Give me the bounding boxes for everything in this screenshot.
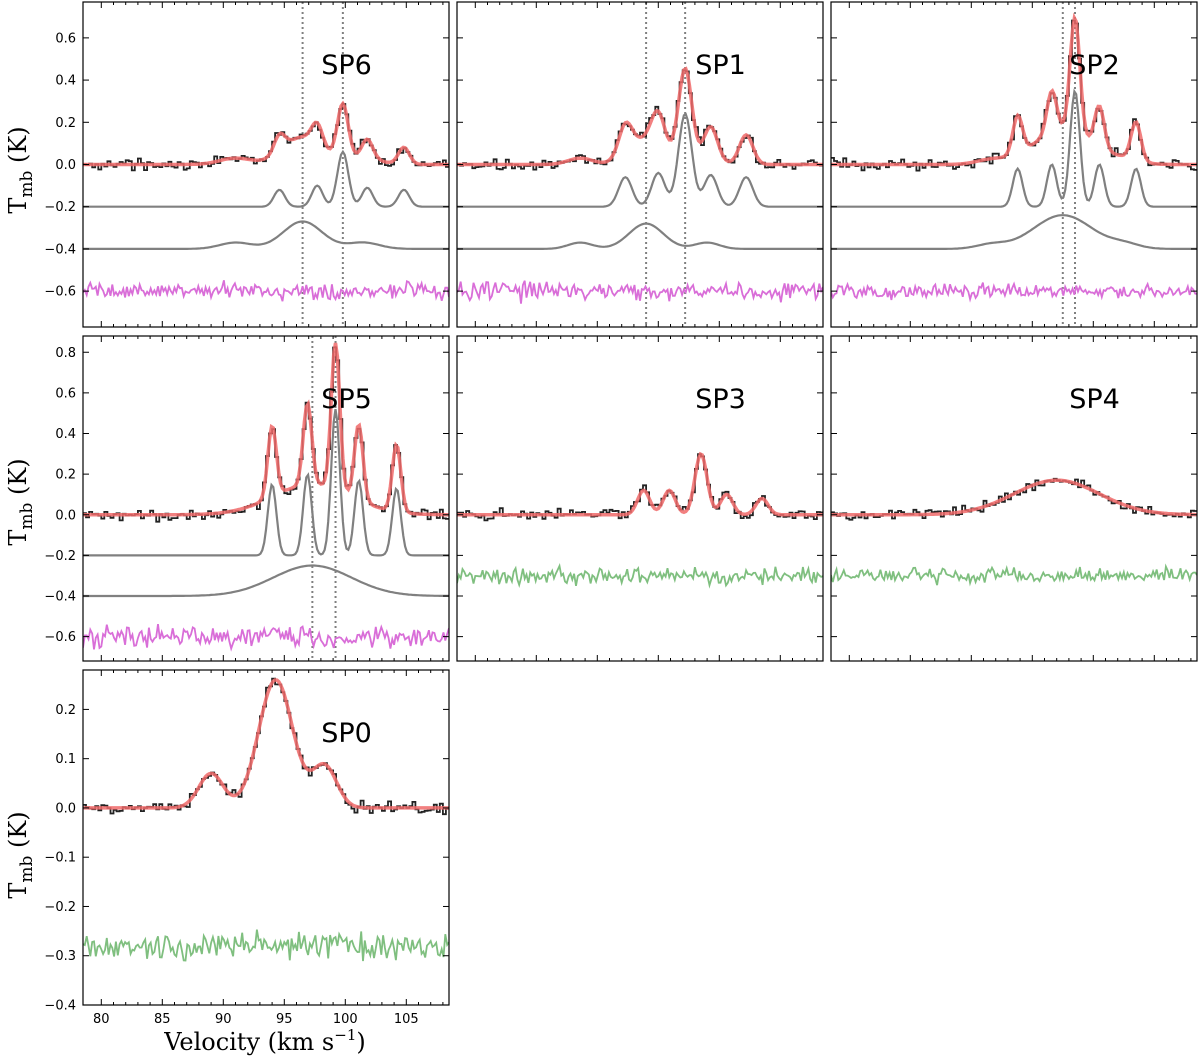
- residual-curve: [457, 562, 823, 589]
- observed-spectrum: [831, 477, 1197, 521]
- x-tick-label: 95: [276, 1012, 293, 1027]
- y-tick-label: 0.6: [55, 31, 76, 46]
- plot-area: [457, 451, 823, 589]
- fit-curve: [831, 12, 1197, 167]
- panel-frame: [82, 335, 450, 662]
- panel-sp1: SP1: [456, 1, 824, 328]
- residual-curve: [83, 623, 449, 652]
- component-curve: [457, 222, 823, 250]
- panel-label: SP2: [1069, 50, 1120, 81]
- component-curve: [83, 564, 449, 598]
- y-tick-label: −0.4: [44, 999, 76, 1014]
- panel-label: SP3: [695, 384, 746, 415]
- residual-curve: [457, 280, 823, 304]
- y-tick-label: 0.0: [55, 801, 76, 816]
- y-tick-label: −0.4: [44, 242, 76, 257]
- y-tick-label: 0.4: [55, 74, 76, 89]
- x-tick-label: 80: [93, 1012, 110, 1027]
- plot-area: [831, 2, 1197, 327]
- panel-frame: [830, 335, 1198, 662]
- y-tick-label: 0.8: [55, 346, 76, 361]
- y-tick-label: −0.2: [44, 549, 76, 564]
- x-tick-label: 105: [394, 1012, 419, 1027]
- y-tick-label: −0.1: [44, 851, 76, 866]
- fit-curve: [83, 678, 449, 810]
- plot-area: [83, 677, 449, 962]
- panel-sp2: SP2: [830, 1, 1198, 328]
- observed-spectrum: [457, 453, 823, 522]
- residual-curve: [83, 929, 449, 962]
- component-curve: [83, 220, 449, 250]
- plot-area: [83, 336, 449, 661]
- component-curve: [457, 112, 823, 208]
- panel-label: SP0: [321, 718, 372, 749]
- x-tick-label: 100: [333, 1012, 358, 1027]
- y-axis-title-top: Tmb (K): [4, 126, 37, 213]
- panel-label: SP5: [321, 384, 372, 415]
- y-tick-label: 0.4: [55, 427, 76, 442]
- y-tick-label: −0.2: [44, 200, 76, 215]
- x-axis-title: Velocity (km s−1): [163, 1026, 366, 1056]
- plot-area: [83, 2, 449, 327]
- x-tick-label: 90: [215, 1012, 232, 1027]
- fit-curve: [83, 342, 449, 517]
- panel-sp6: −0.6 −0.4 −0.2 0.0 0.2 0.4 0.6 SP6: [44, 1, 450, 328]
- plot-area: [457, 2, 823, 327]
- y-axis-title-middle: Tmb (K): [4, 458, 37, 545]
- y-tick-label: −0.3: [44, 949, 76, 964]
- y-tick-label: 0.0: [55, 508, 76, 523]
- panel-label: SP4: [1069, 384, 1120, 415]
- y-tick-label: 0.6: [55, 386, 76, 401]
- panel-frame: [456, 335, 824, 662]
- component-curve: [83, 408, 449, 557]
- panel-sp0: −0.4 −0.3 −0.2 −0.1 0.0 0.1 0.2 80 85 90 95 100 105 S…: [44, 669, 450, 1027]
- y-tick-label: −0.2: [44, 900, 76, 915]
- observed-spectrum: [457, 69, 823, 171]
- component-curve: [831, 88, 1197, 208]
- y-tick-label: 0.0: [55, 158, 76, 173]
- y-tick-label: −0.6: [44, 630, 76, 645]
- y-tick-label: 0.2: [55, 703, 76, 718]
- panel-label: SP6: [321, 50, 372, 81]
- panel-label: SP1: [695, 50, 746, 81]
- component-curve: [83, 149, 449, 208]
- residual-curve: [83, 280, 449, 302]
- x-tick-label: 85: [154, 1012, 171, 1027]
- residual-curve: [831, 281, 1197, 303]
- panel-sp4: SP4: [830, 335, 1198, 662]
- y-axis-title-bottom: Tmb (K): [4, 811, 37, 898]
- y-tick-label: 0.2: [55, 116, 76, 131]
- residual-curve: [831, 563, 1197, 587]
- y-tick-label: 0.2: [55, 468, 76, 483]
- fit-curve: [83, 100, 449, 167]
- fit-curve: [457, 66, 823, 167]
- y-tick-label: −0.4: [44, 590, 76, 605]
- panel-frame: [82, 669, 450, 1006]
- y-tick-label: 0.1: [55, 752, 76, 767]
- panel-sp3: SP3: [456, 335, 824, 662]
- panel-sp5: −0.6 −0.4 −0.2 0.0 0.2 0.4 0.6 0.8 SP5: [44, 335, 450, 662]
- component-curve: [831, 214, 1197, 250]
- fit-curve: [457, 451, 823, 517]
- y-tick-label: −0.6: [44, 285, 76, 300]
- plot-area: [831, 477, 1197, 587]
- fit-curve: [831, 478, 1197, 517]
